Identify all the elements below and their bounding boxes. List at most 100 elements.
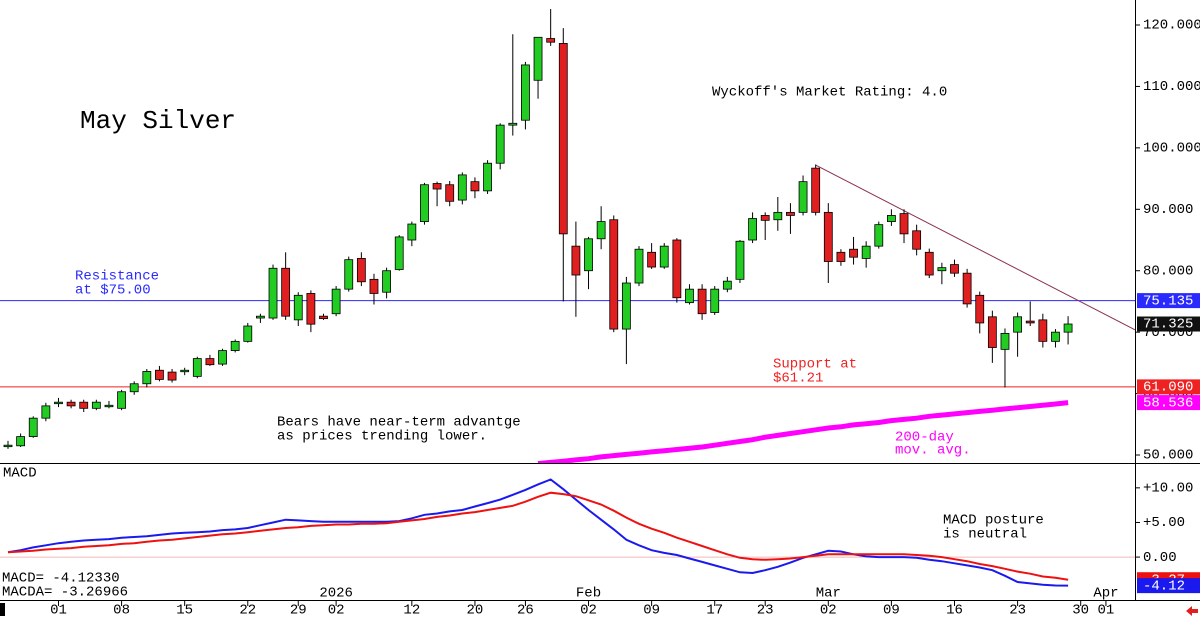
candle-body — [609, 219, 619, 330]
candle-body — [142, 371, 152, 385]
y-tick-label: +10.00 — [1143, 481, 1193, 497]
candle-body — [495, 124, 505, 164]
candle-body — [798, 181, 808, 213]
candle-body — [28, 417, 38, 437]
candle-body — [218, 350, 227, 365]
candle-body — [369, 278, 379, 294]
x-tick-label: 20 — [467, 603, 484, 619]
candle-body — [647, 251, 657, 268]
level-label: at $75.00 — [75, 283, 151, 299]
candle-body — [331, 288, 341, 315]
candle-body — [41, 405, 51, 419]
candle-body — [937, 267, 947, 272]
candle-body — [1000, 332, 1010, 350]
y-tick-label: 80.000 — [1143, 263, 1193, 279]
period-label: 2026 — [319, 586, 353, 602]
candle-body — [508, 122, 518, 126]
ma-label: mov. avg. — [895, 443, 971, 459]
candle-body — [79, 401, 89, 409]
x-tick-label: 02 — [820, 603, 837, 619]
readout: MACDA= -3.26966 — [2, 585, 128, 601]
y-tick-label: 50.000 — [1143, 448, 1193, 464]
macd-box — [1137, 578, 1200, 594]
candle-body — [722, 280, 732, 290]
level-box-label: 75.135 — [1143, 293, 1193, 309]
candle-body — [546, 38, 556, 43]
y-tick-label: +5.00 — [1143, 515, 1185, 531]
candle-body — [521, 64, 530, 121]
x-tick-label: 23 — [1009, 603, 1026, 619]
candle-body — [382, 270, 392, 293]
candle-body — [874, 224, 884, 247]
x-tick-label: 01 — [1098, 603, 1115, 619]
candle-body — [445, 184, 455, 202]
period-label: Apr — [1093, 586, 1118, 602]
candle-body — [950, 264, 959, 274]
candle-body — [230, 340, 240, 351]
candle-body — [634, 248, 644, 284]
candle-body — [1051, 331, 1060, 342]
rating: Wyckoff's Market Rating: 4.0 — [712, 85, 947, 101]
candle-body — [205, 358, 215, 366]
moving-average — [537, 400, 1069, 463]
level-box-label: 61.090 — [1143, 380, 1193, 396]
last-price-box — [1137, 316, 1200, 332]
candle-body — [975, 294, 985, 324]
level-label: Support at — [773, 357, 857, 373]
ma-box — [1137, 395, 1200, 411]
candle-body — [293, 294, 303, 321]
macd-title: MACD — [3, 466, 37, 482]
candle-body — [344, 259, 354, 290]
candle-body — [861, 245, 871, 259]
x-tick-label: 29 — [290, 603, 307, 619]
level-label: Resistance — [75, 269, 159, 285]
candle-body — [394, 236, 404, 270]
chart-title: May Silver — [80, 106, 236, 136]
candle-body — [823, 211, 833, 262]
candle-body — [129, 383, 139, 393]
scroll-arrow[interactable] — [1186, 606, 1198, 616]
macd-note: MACD posture — [943, 513, 1044, 529]
candle-body — [356, 258, 366, 283]
y-tick-label: 90.000 — [1143, 202, 1193, 218]
candle-body — [66, 401, 76, 407]
x-tick-label: 02 — [328, 603, 345, 619]
candle-body — [887, 215, 896, 222]
candle-body — [773, 211, 783, 221]
x-tick-label: 16 — [946, 603, 963, 619]
candle-body — [924, 251, 934, 276]
x-tick-label: 09 — [883, 603, 900, 619]
candle-body — [167, 371, 177, 381]
candle-body — [255, 315, 265, 319]
x-tick-label: 12 — [403, 603, 420, 619]
candle-body — [558, 43, 568, 235]
candle-body — [180, 369, 190, 373]
candle-body — [420, 184, 429, 222]
candle-body — [584, 238, 593, 272]
scroll-marker — [0, 603, 5, 616]
ma-box-label: 58.536 — [1143, 395, 1193, 411]
y-tick-label: 120.000 — [1143, 18, 1200, 34]
candle-body — [457, 174, 467, 201]
candle-body — [432, 183, 442, 190]
candle-body — [3, 444, 13, 448]
macd-box-label: -4.12 — [1143, 578, 1185, 594]
candle-body — [533, 36, 543, 81]
candle-body — [54, 401, 63, 405]
level-box — [1137, 293, 1200, 309]
candle-body — [685, 288, 694, 304]
level-label: $61.21 — [773, 371, 823, 387]
candle-body — [268, 267, 278, 319]
candle-body — [760, 215, 770, 221]
candle-body — [899, 213, 909, 235]
candle-body — [319, 315, 328, 320]
y-tick-label: 110.000 — [1143, 79, 1200, 95]
x-tick-label: 30 — [1072, 603, 1089, 619]
candle-body — [987, 316, 997, 348]
period-label: Mar — [816, 586, 841, 602]
candle-body — [281, 267, 291, 317]
candle-body — [243, 325, 253, 342]
candle-body — [962, 272, 972, 305]
